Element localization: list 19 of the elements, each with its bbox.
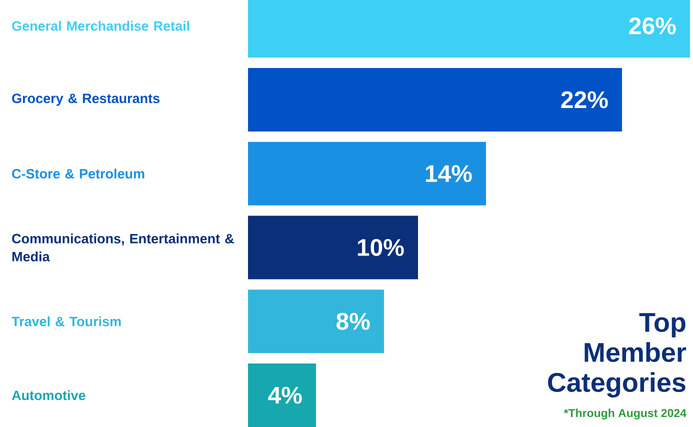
y-tick-label: Travel & Tourism [12,316,121,326]
text: Top Member Categories [548,313,686,398]
data-label: 14% [426,165,472,182]
data-label: 10% [358,238,404,256]
data-label: 22% [561,91,608,108]
bar [248,216,418,280]
y-tick-label: General Merchandise Retail [12,20,190,31]
y-tick-label: Communications, Entertainment & Media [12,234,234,262]
bar [248,142,486,206]
y-tick-label: Automotive [12,390,86,400]
y-tick-label: Grocery & Restaurants [12,94,160,106]
y-tick-label: C-Store & Petroleum [12,168,144,179]
data-label: 4% [268,386,302,404]
annotation: *Through August 2024 [564,408,686,420]
bar [248,363,316,427]
data-label: 26% [629,17,676,34]
bar [248,68,622,132]
bar [248,290,384,354]
data-label: 8% [336,312,370,330]
